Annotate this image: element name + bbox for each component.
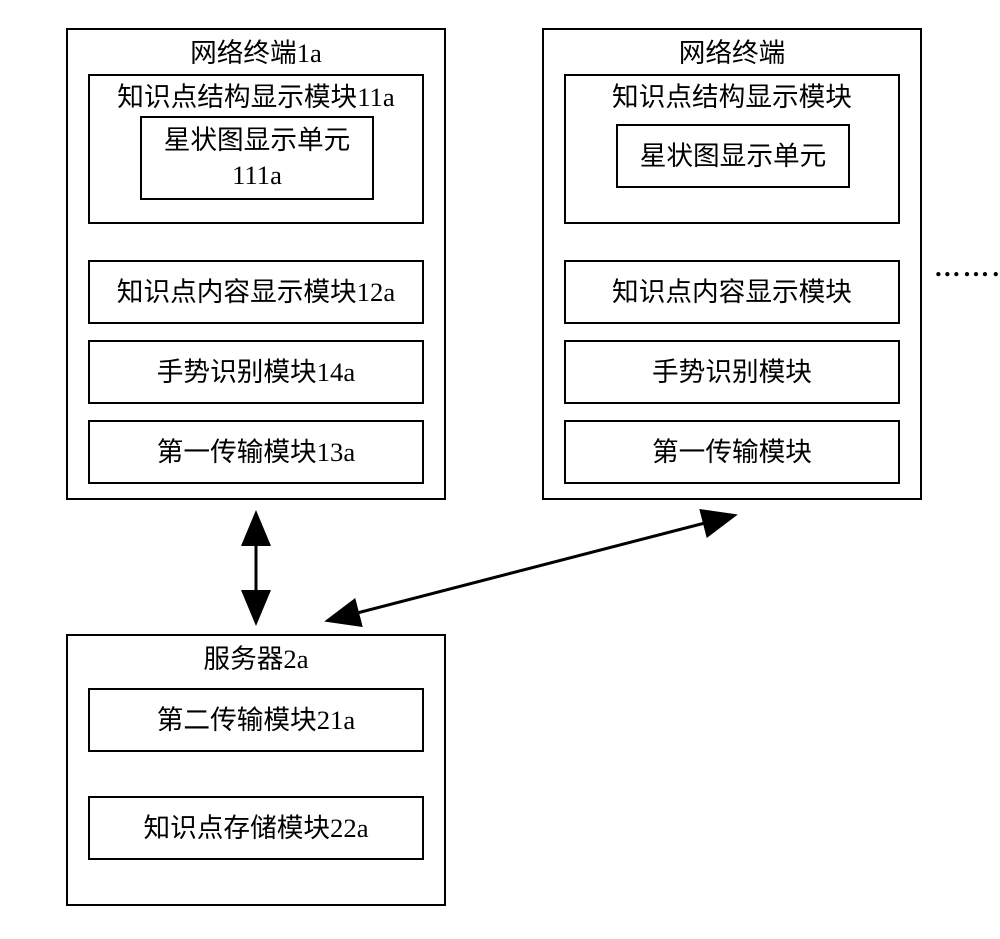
terminal-b-gesture-module: 手势识别模块 (564, 340, 900, 404)
server-storage-label: 知识点存储模块22a (143, 811, 368, 846)
terminal-b-transfer-module: 第一传输模块 (564, 420, 900, 484)
server-transfer-module: 第二传输模块21a (88, 688, 424, 752)
server-title: 服务器2a (68, 636, 444, 677)
arrow-terminal-b-server (330, 516, 732, 620)
server-transfer-label: 第二传输模块21a (157, 703, 355, 738)
terminal-b-content-module: 知识点内容显示模块 (564, 260, 900, 324)
server-storage-module: 知识点存储模块22a (88, 796, 424, 860)
terminal-b-title: 网络终端 (544, 30, 920, 71)
terminal-a-transfer-label: 第一传输模块13a (157, 435, 355, 470)
ellipsis-icon: ……… (934, 252, 1000, 283)
terminal-b-transfer-label: 第一传输模块 (652, 435, 812, 470)
terminal-a-star-unit: 星状图显示单元 111a (140, 116, 374, 200)
terminal-a-transfer-module: 第一传输模块13a (88, 420, 424, 484)
server-box: 服务器2a (66, 634, 446, 906)
terminal-a-content-label: 知识点内容显示模块12a (117, 275, 395, 310)
terminal-b-content-label: 知识点内容显示模块 (612, 275, 852, 310)
terminal-a-title: 网络终端1a (68, 30, 444, 71)
terminal-b-star-unit: 星状图显示单元 (616, 124, 850, 188)
terminal-a-content-module: 知识点内容显示模块12a (88, 260, 424, 324)
terminal-a-gesture-module: 手势识别模块14a (88, 340, 424, 404)
terminal-a-structure-label: 知识点结构显示模块11a (117, 80, 394, 115)
diagram-canvas: 网络终端1a 知识点结构显示模块11a 星状图显示单元 111a 知识点内容显示… (0, 0, 1000, 939)
terminal-b-star-unit-label: 星状图显示单元 (640, 139, 827, 174)
terminal-b-gesture-label: 手势识别模块 (652, 355, 812, 390)
terminal-a-gesture-label: 手势识别模块14a (157, 355, 355, 390)
terminal-a-star-unit-label: 星状图显示单元 111a (164, 123, 351, 192)
terminal-b-structure-label: 知识点结构显示模块 (612, 80, 852, 115)
